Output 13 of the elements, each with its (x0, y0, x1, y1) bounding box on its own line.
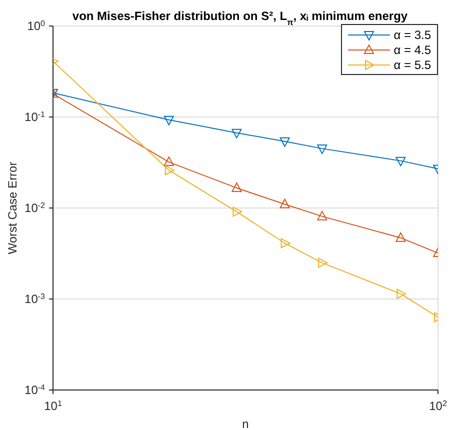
x-tick-label: 10$^{2}$ (429, 398, 448, 413)
legend-label: α = 3.5 (394, 28, 431, 42)
x-axis-title: n (242, 417, 249, 430)
y-tick-label: 10$^{-2}$ (24, 200, 46, 215)
y-tick-label: 10$^{-1}$ (24, 110, 46, 124)
x-tick-label: 10$^{1}$ (44, 398, 62, 413)
y-tick-label: 10$^{-4}$ (24, 382, 46, 397)
y-axis-title: Worst Case Error (5, 162, 20, 254)
legend-label: α = 4.5 (394, 42, 431, 56)
legend-label: α = 5.5 (394, 58, 431, 72)
y-tick-label: 10$^{0}$ (27, 18, 46, 33)
chart-title: von Mises-Fisher distribution on S², L$_{π}$, xᵢ minimum energy (72, 9, 408, 26)
y-tick-label: 10$^{-3}$ (24, 292, 46, 306)
